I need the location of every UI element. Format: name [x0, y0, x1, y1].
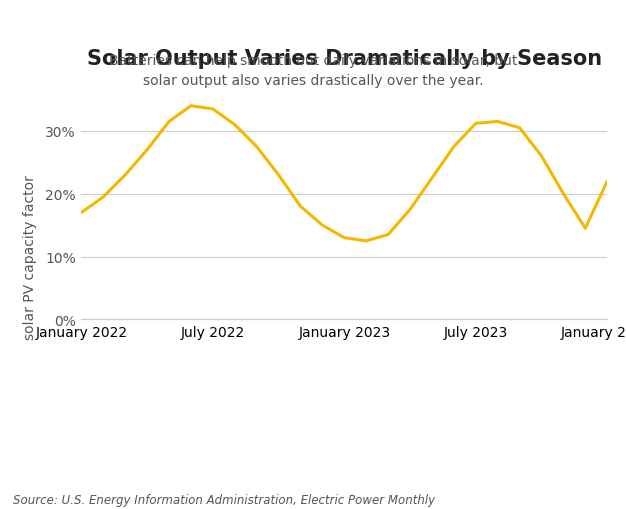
Text: Batteries can help smooth out daily variations in solar, but
solar output also v: Batteries can help smooth out daily vari… [109, 53, 517, 88]
Y-axis label: solar PV capacity factor: solar PV capacity factor [23, 175, 37, 340]
Title: Solar Output Varies Dramatically by Season: Solar Output Varies Dramatically by Seas… [87, 49, 602, 69]
Text: Source: U.S. Energy Information Administration, Electric Power Monthly: Source: U.S. Energy Information Administ… [13, 494, 434, 506]
